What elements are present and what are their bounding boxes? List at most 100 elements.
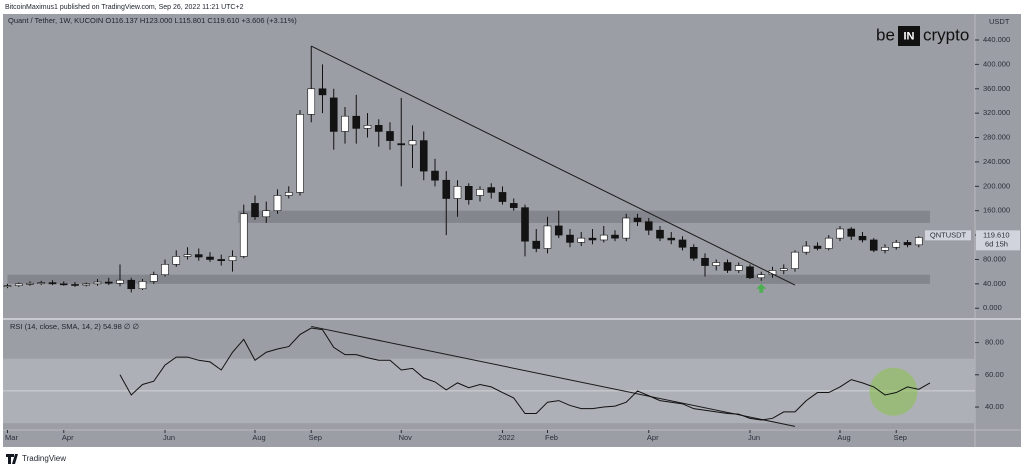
candle-body (892, 242, 901, 248)
candle-body (903, 242, 912, 246)
x-tick-label: Mar (5, 433, 18, 442)
footer-logo (6, 454, 18, 464)
candle-body (701, 257, 709, 266)
candle-body (93, 281, 102, 285)
candle-body (453, 186, 462, 199)
x-tick-label: Aug (252, 433, 265, 442)
candle-body (554, 225, 563, 236)
rsi-y-tick-label: 60.00 (985, 370, 1004, 379)
footer: TradingView (22, 454, 66, 463)
candle-body (127, 279, 136, 290)
y-tick-label: 40.000 (983, 279, 1006, 288)
y-tick-label: 200.000 (983, 181, 1010, 190)
candle-body (588, 237, 597, 241)
candle-body (172, 256, 181, 265)
candle-body (397, 143, 406, 146)
symbol-tag: QNTUSDT (930, 230, 967, 239)
trendline (311, 45, 796, 286)
rsi-y-tick-label: 80.00 (985, 338, 1004, 347)
candle-body (206, 256, 214, 260)
x-tick-label: Apr (647, 433, 659, 442)
y-tick-label: 400.000 (983, 59, 1010, 68)
candle-body (622, 217, 631, 239)
candle-body (611, 234, 619, 239)
candle-body (59, 283, 68, 286)
rsi-label: RSI (14, close, SMA, 14, 2) (10, 322, 101, 331)
candle-body (273, 195, 282, 212)
candle-body (487, 187, 496, 193)
y-tick-label: 440.000 (983, 35, 1010, 44)
x-tick-label: Nov (399, 433, 413, 442)
candle-body (341, 115, 349, 132)
candle-body (824, 237, 833, 249)
candle-body (723, 262, 732, 271)
rsi-highlight (869, 367, 918, 416)
price-tag-bg (976, 230, 1020, 251)
candle-body (104, 281, 113, 284)
rsi-value: 54.98 (103, 322, 122, 331)
candle-body (82, 283, 91, 286)
candle-body (813, 245, 822, 249)
candle-body (656, 229, 664, 239)
candle-body (3, 285, 12, 287)
publisher: BitcoinMaximus1 published on TradingView… (5, 4, 244, 11)
candle-body (633, 217, 642, 222)
candle-body (847, 228, 856, 237)
x-tick-label: Jun (163, 433, 175, 442)
candle-body (577, 237, 586, 243)
x-tick-label: 2022 (498, 433, 515, 442)
candle-body (228, 256, 237, 261)
candle-body (408, 140, 417, 146)
logo-right: crypto (923, 25, 969, 44)
candle-body (217, 259, 226, 261)
x-tick-label: Sep (894, 433, 907, 442)
candle-body (498, 192, 507, 202)
candle-body (521, 207, 529, 242)
candle-body (116, 279, 124, 284)
candle-body (881, 246, 889, 251)
candle-body (667, 237, 676, 241)
symbol-tag-bg (925, 230, 971, 241)
x-tick-label: Jun (748, 433, 760, 442)
candle-body (318, 88, 327, 96)
candle-body (26, 282, 34, 285)
candle-body (71, 284, 79, 286)
candle-body (757, 274, 766, 279)
candle-body (386, 131, 394, 141)
candle-body (599, 234, 608, 241)
candle-body (431, 170, 439, 181)
candle-body (284, 192, 293, 196)
price-zone (7, 274, 930, 284)
x-tick-label: Feb (545, 433, 558, 442)
candle-body (48, 282, 57, 285)
candle-body (678, 239, 687, 248)
candle-body (914, 237, 923, 246)
candle-body (251, 203, 259, 218)
candle-body (352, 115, 361, 129)
candle-body (779, 268, 788, 271)
candle-body (194, 254, 203, 258)
ohlc-high: H123.000 (140, 16, 173, 25)
candle-body (689, 246, 698, 259)
candle-body (509, 203, 518, 208)
y-tick-label: 360.000 (983, 84, 1010, 93)
candle-body (644, 221, 653, 231)
candle-body (858, 236, 867, 241)
price-tag: 119.610 (983, 230, 1010, 239)
candle-body (183, 254, 192, 257)
candle-body (307, 88, 316, 115)
candle-body (791, 251, 799, 269)
countdown: 6d 15h (985, 239, 1008, 248)
ohlc-close: C119.610 (207, 16, 239, 25)
candle-body (566, 234, 574, 243)
candle-body (14, 283, 23, 286)
y-tick-label: 0.000 (983, 303, 1002, 312)
x-tick-label: Sep (309, 433, 322, 442)
candle-body (149, 274, 158, 282)
candle-body (442, 179, 451, 199)
candle-body (262, 210, 271, 218)
candle-body (869, 239, 878, 251)
rsi-trendline (311, 325, 796, 427)
candle-body (37, 282, 46, 284)
